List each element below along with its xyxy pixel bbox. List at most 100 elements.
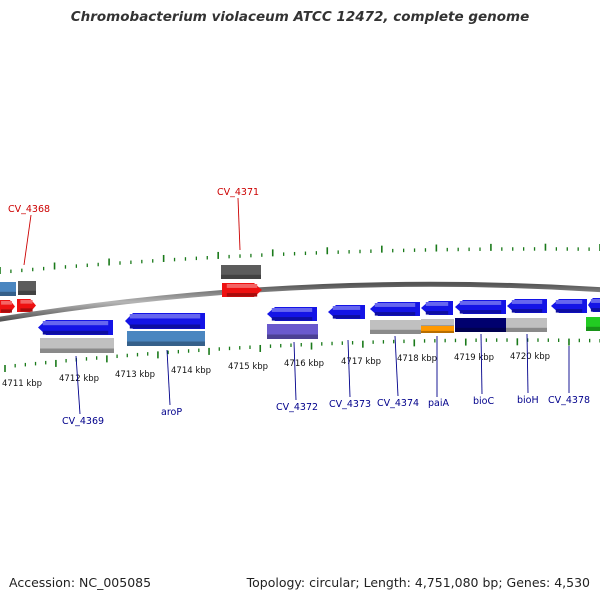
gene-feature-rev-cds: [370, 302, 420, 316]
feature-shadow: [226, 293, 258, 297]
gene-label: CV_4368: [8, 204, 50, 215]
feature-highlight: [271, 308, 313, 312]
feature-highlight: [555, 300, 583, 304]
feature-shadow: [267, 334, 318, 339]
gene-label-leader: [166, 349, 171, 406]
feature-shadow: [459, 310, 502, 314]
gene-feature-rev-cog: [127, 331, 205, 346]
feature-shadow: [129, 324, 201, 329]
feature-shadow: [18, 290, 36, 295]
tick-label: 4719 kbp: [454, 353, 494, 363]
gene-feature-rev-cog: [421, 326, 454, 333]
feature-highlight: [459, 301, 502, 305]
feature-shadow: [127, 341, 205, 346]
feature-highlight: [425, 302, 449, 306]
feature-shadow: [221, 274, 261, 279]
gene-label: CV_4369: [62, 416, 104, 427]
feature-highlight: [129, 314, 201, 319]
feature-highlight: [42, 321, 109, 326]
feature-shadow: [0, 291, 16, 296]
gene-feature-rev-cog: [370, 320, 421, 334]
tick-label: 4713 kbp: [115, 370, 155, 380]
gene-label: CV_4378: [548, 395, 590, 406]
tick-label: 4715 kbp: [228, 362, 268, 372]
gene-label: aroP: [161, 407, 182, 418]
gene-label: CV_4374: [377, 398, 419, 409]
gene-label-leader: [75, 355, 81, 415]
feature-shadow: [506, 327, 547, 332]
feature-block: [421, 319, 454, 328]
feature-highlight: [1, 301, 12, 305]
tick-label: 4718 kbp: [397, 354, 437, 364]
gene-label-leader: [347, 339, 351, 398]
gene-feature-rev-cog: [455, 318, 506, 332]
tick-label: 4711 kbp: [2, 379, 42, 389]
gene-feature-rev-cog: [267, 324, 318, 339]
gene-label-leader: [23, 214, 32, 266]
feature-shadow: [1, 309, 12, 313]
gene-label: bioC: [473, 396, 494, 407]
gene-feature-rev-cog: [506, 318, 547, 332]
feature-shadow: [370, 329, 421, 334]
tick-label: 4720 kbp: [510, 352, 550, 362]
feature-shadow: [425, 311, 449, 315]
feature-shadow: [455, 327, 506, 332]
gene-feature-rev-cds: [38, 320, 113, 335]
gene-label: bioH: [517, 395, 539, 406]
feature-shadow: [421, 330, 454, 333]
feature-shadow: [511, 309, 543, 313]
upper-tick-ring: [0, 243, 600, 274]
tick-label: 4716 kbp: [284, 359, 324, 369]
gene-label: CV_4372: [276, 402, 318, 413]
gene-feature-rev-cds: [421, 301, 453, 315]
tick-label: 4717 kbp: [341, 357, 381, 367]
tick-label: 4714 kbp: [171, 366, 211, 376]
gene-label-leader: [237, 197, 241, 251]
accession-label: Accession: NC_005085: [9, 575, 152, 590]
feature-shadow: [20, 308, 33, 312]
feature-highlight: [374, 303, 416, 307]
feature-shadow: [586, 326, 600, 331]
feature-shadow: [42, 330, 109, 335]
gene-label: CV_4373: [329, 399, 371, 410]
feature-highlight: [511, 300, 543, 304]
gene-feature-fwd-cog: [18, 281, 36, 295]
gene-label-leader: [394, 335, 399, 397]
gene-feature-rev-cds: [507, 299, 547, 313]
feature-track: [0, 265, 600, 353]
tick-label: 4712 kbp: [59, 374, 99, 384]
lower-tick-ring: [4, 338, 600, 372]
tick-label-group: 4711 kbp 4712 kbp 4713 kbp 4714 kbp 4715 kbp…: [2, 352, 550, 389]
gene-feature-fwd-cds: [0, 300, 15, 313]
feature-shadow: [374, 312, 416, 316]
feature-shadow: [590, 308, 600, 312]
gene-label-leader: [293, 341, 297, 401]
map-title: Chromobacterium violaceum ATCC 12472, co…: [70, 9, 530, 25]
genome-backbone: [0, 281, 600, 322]
feature-shadow: [555, 309, 583, 313]
gene-feature-rev-cds: [328, 305, 365, 319]
feature-highlight: [20, 300, 33, 304]
feature-shadow: [271, 317, 313, 321]
gene-feature-fwd-cds: [17, 299, 36, 312]
feature-shadow: [332, 315, 361, 319]
gene-label: CV_4371: [217, 187, 259, 198]
gene-feature-rev-cds: [455, 300, 506, 314]
feature-highlight: [590, 299, 600, 303]
gene-feature-fwd-cds: [222, 283, 262, 297]
feature-highlight: [226, 284, 258, 288]
gene-feature-rev-cds: [267, 307, 317, 321]
feature-block: [421, 326, 454, 333]
genome-summary: Topology: circular; Length: 4,751,080 bp…: [246, 575, 590, 590]
gene-feature-rev-cds: [588, 298, 600, 312]
gene-feature-rev-cds: [551, 299, 587, 313]
gene-label-group: CV_4368 CV_4371 CV_4369 aroP CV_4372 CV_4373 C…: [8, 187, 590, 427]
feature-highlight: [332, 306, 361, 310]
gene-feature-rev-cog: [586, 317, 600, 331]
gene-label: paiA: [428, 398, 449, 409]
gene-label-leader: [526, 333, 529, 394]
gene-feature-rev-cog: [40, 338, 114, 353]
gene-feature-fwd-cog: [0, 282, 16, 296]
gene-feature-rev-cds: [125, 313, 205, 329]
